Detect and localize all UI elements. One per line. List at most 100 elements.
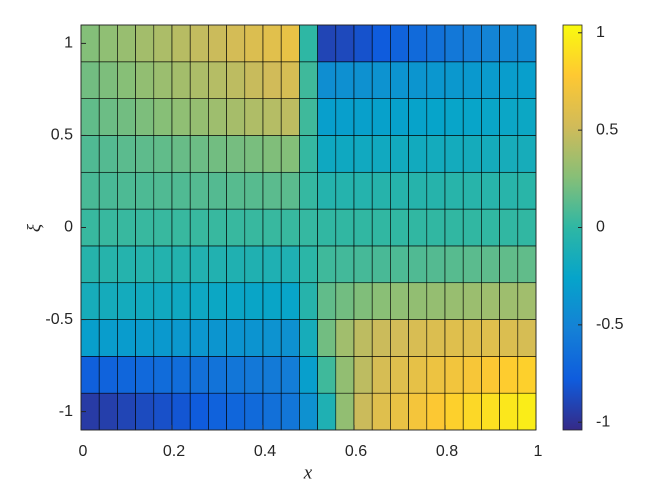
cell [335,61,355,99]
cell [208,24,227,63]
cell [244,135,264,173]
cell [98,319,118,357]
cell [390,245,409,284]
cell [517,245,537,284]
cell [444,208,464,247]
cell [98,356,118,394]
cell [280,245,300,284]
cell [153,61,173,99]
x-tick-label: 1 [534,443,543,460]
cell [208,208,227,247]
cell [153,98,173,136]
cell [462,61,482,99]
cell [371,356,391,394]
cell [353,208,373,247]
cell [517,319,537,357]
cell [189,319,209,357]
cell [317,319,337,357]
cell [299,171,318,210]
cell [280,98,300,136]
cell [335,208,355,247]
cell [353,135,373,173]
cell [499,208,519,247]
cell [390,319,409,357]
cell [135,245,155,284]
cell [299,61,318,99]
cell [280,392,300,431]
cell [244,245,264,284]
cell [189,245,209,284]
cell [335,135,355,173]
cell [280,24,300,63]
cell [171,282,191,320]
cell [499,282,519,320]
cell [262,61,282,99]
cell [80,98,100,136]
cell [317,171,337,210]
cell [153,135,173,173]
cell [208,392,227,431]
cell [153,208,173,247]
cell [135,135,155,173]
cell [171,24,191,63]
cell [462,24,482,63]
cell [280,282,300,320]
cell [317,24,337,63]
cell [408,319,428,357]
cell [408,135,428,173]
cell [153,171,173,210]
cell [371,245,391,284]
cell [481,135,500,173]
cell [98,171,118,210]
colorbar-tick-label: 0 [596,219,605,236]
cell [299,356,318,394]
cell [80,282,100,320]
cell [371,61,391,99]
cell [408,208,428,247]
cell [462,319,482,357]
cell [517,135,537,173]
cell [98,98,118,136]
cell [299,282,318,320]
cell [153,319,173,357]
cell [499,319,519,357]
colorbar-tick-label: 0.5 [596,121,618,138]
cell [499,61,519,99]
cell [135,319,155,357]
cell [317,282,337,320]
cell [226,245,246,284]
cell [335,282,355,320]
cell [481,392,500,431]
cell [171,135,191,173]
cell [189,135,209,173]
x-tick-label: 0.2 [163,443,185,460]
cell [444,24,464,63]
cell [371,392,391,431]
cell [444,61,464,99]
cell [135,208,155,247]
cell [317,61,337,99]
cell [135,282,155,320]
cell [335,98,355,136]
cell [171,208,191,247]
cell [262,24,282,63]
cell [299,98,318,136]
cell [426,319,446,357]
cell [444,282,464,320]
cell [80,135,100,173]
cell [390,135,409,173]
cell [517,282,537,320]
cell [517,61,537,99]
cell [299,208,318,247]
cell [189,356,209,394]
cell [426,282,446,320]
cell [226,319,246,357]
cell [117,356,136,394]
cell [189,392,209,431]
cell [317,392,337,431]
cell [462,208,482,247]
cell [189,61,209,99]
cell [353,392,373,431]
x-axis-label: x [303,462,313,483]
cell [390,392,409,431]
